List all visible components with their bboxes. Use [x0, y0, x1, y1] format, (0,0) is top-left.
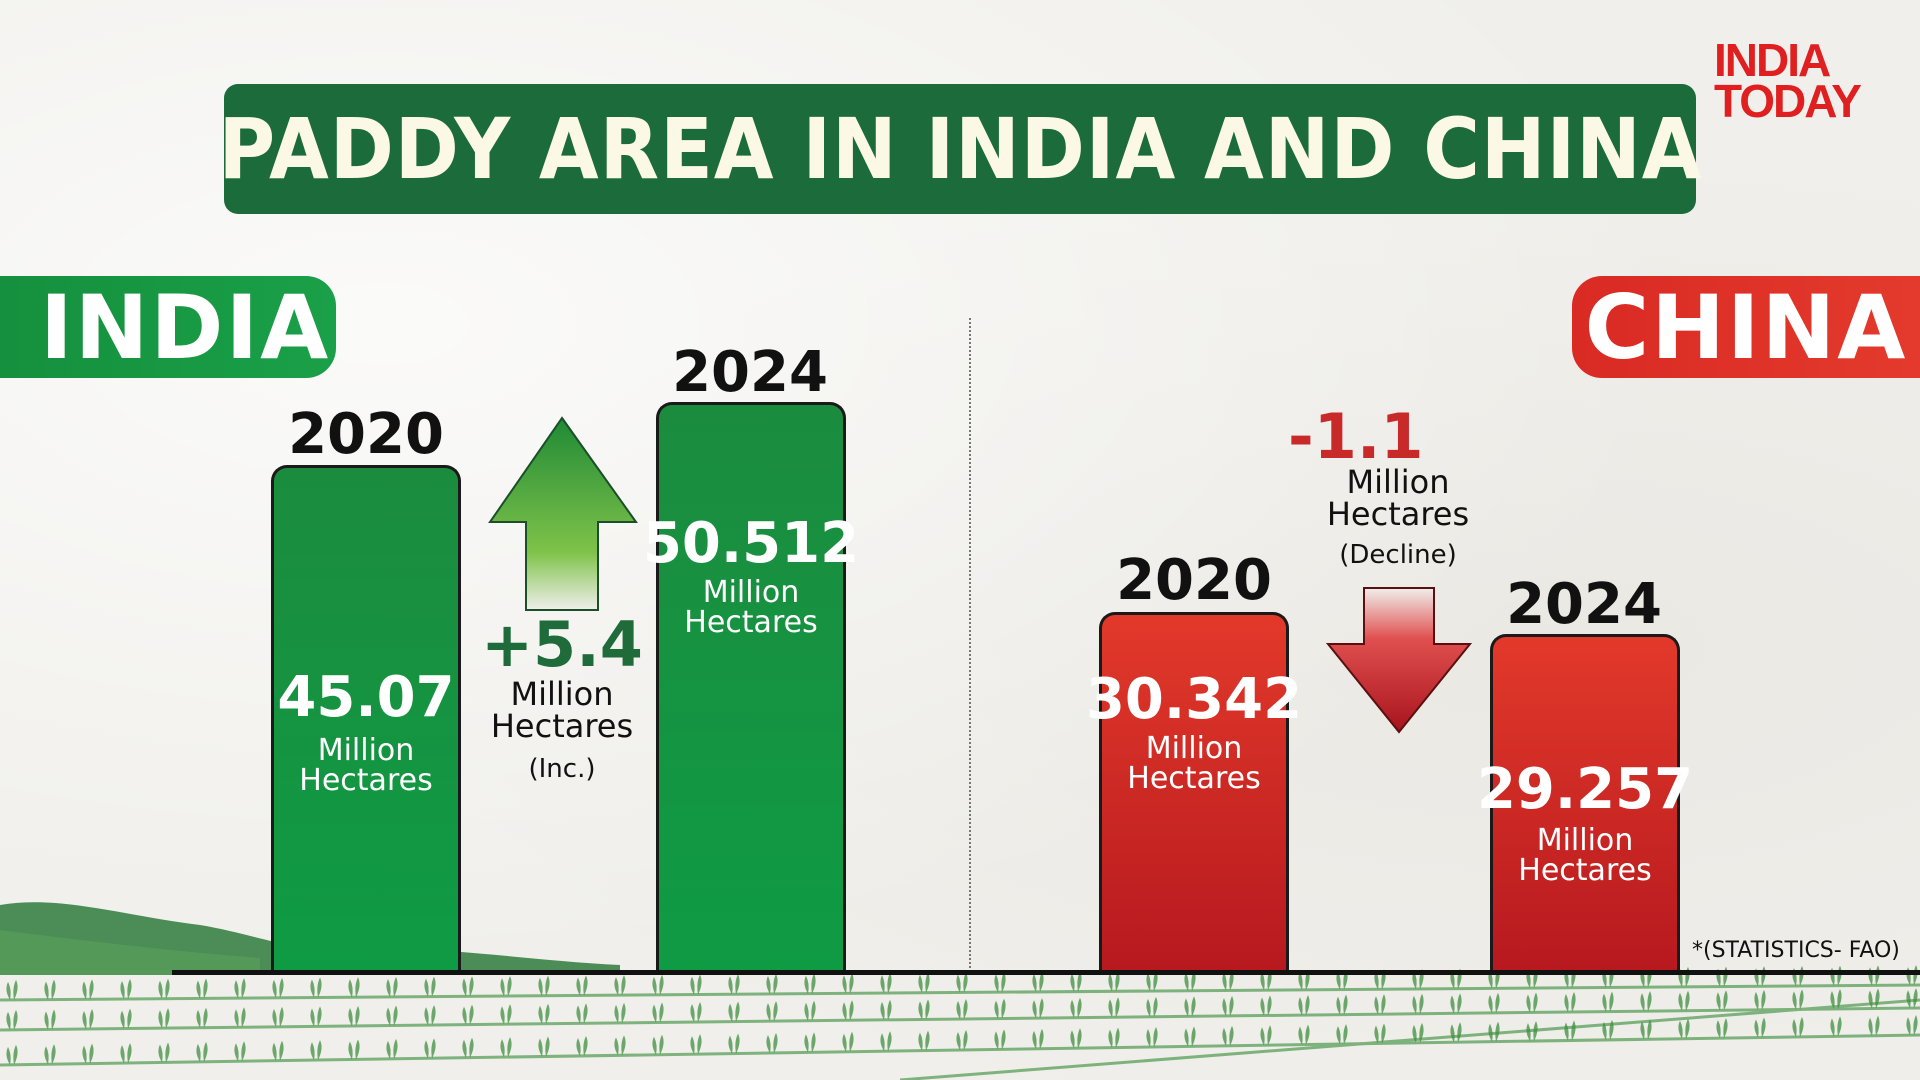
india-2024-unit-1: Million	[702, 575, 800, 610]
china-2024-unit-2: Hectares	[1518, 853, 1652, 888]
china-2020-value: 30.342	[1085, 667, 1303, 732]
india-change-unit-1: Million	[510, 675, 614, 713]
china-change-value: -1.1	[1288, 400, 1424, 473]
china-change-unit-2: Hectares	[1326, 495, 1470, 533]
india-2024-value: 50.512	[642, 511, 860, 576]
china-2020-unit-1: Million	[1145, 731, 1243, 766]
india-2020-year: 2020	[288, 402, 444, 467]
baseline	[172, 970, 1920, 975]
china-2020-year: 2020	[1116, 548, 1272, 613]
china-change-note: (Decline)	[1339, 540, 1457, 570]
india-change-unit-2: Hectares	[490, 707, 634, 745]
logo-line-1: INDIA	[1714, 34, 1831, 86]
source-note: *(STATISTICS- FAO)	[1692, 938, 1900, 963]
brand-logo: INDIA TODAY	[1714, 34, 1904, 128]
india-2024-year: 2024	[672, 340, 828, 405]
india-label: INDIA	[0, 276, 336, 379]
china-2020-unit-2: Hectares	[1127, 761, 1261, 796]
india-2020-unit-2: Hectares	[299, 763, 433, 798]
china-2020-bar	[1099, 612, 1289, 970]
page-title: PADDY AREA IN INDIA AND CHINA	[218, 100, 1702, 198]
india-2020-bar	[271, 465, 461, 970]
section-divider	[969, 318, 971, 968]
india-2020-value: 45.07	[277, 665, 455, 730]
title-banner: PADDY AREA IN INDIA AND CHINA	[218, 84, 1701, 214]
logo-line-2: TODAY	[1714, 75, 1862, 128]
india-change-note: (Inc.)	[528, 754, 596, 784]
india-change-value: +5.4	[481, 608, 643, 681]
china-label: CHINA	[1572, 276, 1920, 379]
china-2024-unit-1: Million	[1536, 823, 1634, 858]
india-2024-bar	[656, 402, 846, 970]
china-change-unit-1: Million	[1346, 463, 1450, 501]
china-2024-value: 29.257	[1476, 757, 1694, 822]
china-2024-bar	[1490, 634, 1680, 970]
india-2024-unit-2: Hectares	[684, 605, 818, 640]
china-2024-year: 2024	[1506, 572, 1662, 637]
india-2020-unit-1: Million	[317, 733, 415, 768]
